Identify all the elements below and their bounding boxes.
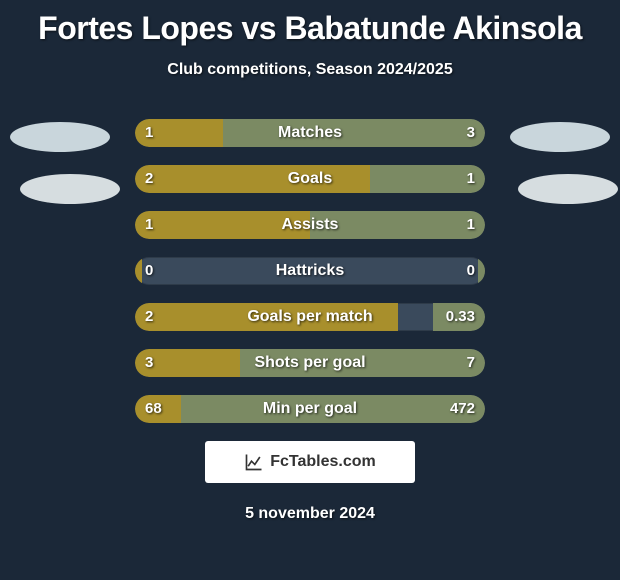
page-title: Fortes Lopes vs Babatunde Akinsola (0, 0, 620, 47)
chart-icon (244, 452, 264, 472)
player-left-avatar-bottom (20, 174, 120, 204)
stat-row: 68472Min per goal (135, 395, 485, 423)
stat-label: Hattricks (135, 257, 485, 285)
stat-label: Matches (135, 119, 485, 147)
stats-container: 13Matches 21Goals 11Assists 00Hattricks 20.3… (135, 119, 485, 423)
footer-date: 5 november 2024 (0, 505, 620, 523)
stat-label: Goals per match (135, 303, 485, 331)
subtitle: Club competitions, Season 2024/2025 (0, 61, 620, 79)
stat-label: Assists (135, 211, 485, 239)
brand-badge[interactable]: FcTables.com (205, 441, 415, 483)
stat-label: Goals (135, 165, 485, 193)
stat-row: 37Shots per goal (135, 349, 485, 377)
player-right-avatar-bottom (518, 174, 618, 204)
stat-label: Min per goal (135, 395, 485, 423)
stat-row: 13Matches (135, 119, 485, 147)
stat-row: 21Goals (135, 165, 485, 193)
stat-row: 00Hattricks (135, 257, 485, 285)
player-left-avatar-top (10, 122, 110, 152)
brand-text: FcTables.com (270, 453, 376, 471)
stat-row: 20.33Goals per match (135, 303, 485, 331)
stat-row: 11Assists (135, 211, 485, 239)
stat-label: Shots per goal (135, 349, 485, 377)
player-right-avatar-top (510, 122, 610, 152)
